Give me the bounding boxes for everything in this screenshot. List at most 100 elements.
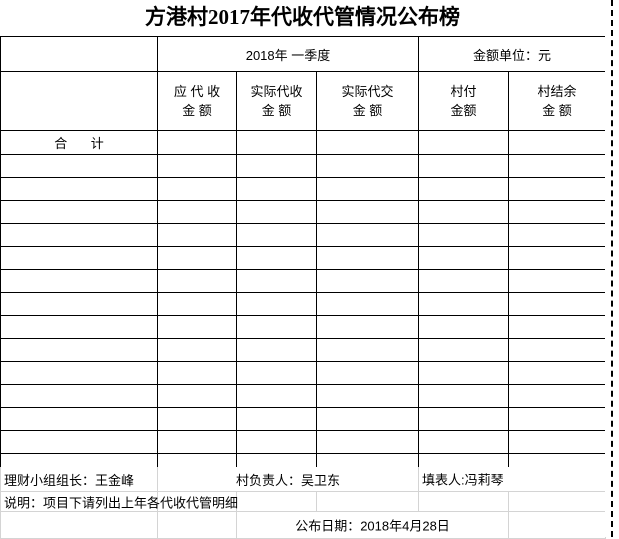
cell-actual-collected[interactable] bbox=[236, 154, 317, 178]
cell-receivable-amount[interactable] bbox=[157, 338, 237, 362]
cell-actual-paid[interactable] bbox=[316, 338, 419, 362]
cell-village-paid[interactable] bbox=[418, 154, 509, 178]
cell-actual-paid[interactable] bbox=[316, 154, 419, 178]
cell-actual-paid[interactable] bbox=[316, 430, 419, 454]
cell-receivable-amount[interactable] bbox=[157, 407, 237, 431]
cell-actual-paid[interactable] bbox=[316, 407, 419, 431]
header-receivable-amount-line1: 应 代 收 bbox=[173, 84, 221, 99]
cell-item[interactable] bbox=[0, 154, 158, 178]
cell-item[interactable] bbox=[0, 200, 158, 224]
cell-actual-paid[interactable] bbox=[316, 177, 419, 201]
cell-actual-collected[interactable] bbox=[236, 430, 317, 454]
total-village-paid[interactable] bbox=[418, 130, 509, 155]
finance-group-leader: 理财小组组长：王金峰 bbox=[0, 467, 158, 492]
cell-village-paid[interactable] bbox=[418, 200, 509, 224]
cell-actual-paid[interactable] bbox=[316, 384, 419, 408]
cell-village-paid[interactable] bbox=[418, 246, 509, 270]
cell-item[interactable] bbox=[0, 269, 158, 293]
cell-receivable-amount[interactable] bbox=[157, 384, 237, 408]
total-receivable-amount[interactable] bbox=[157, 130, 237, 155]
preparer-cell: 填表人:冯莉琴 bbox=[418, 467, 607, 492]
cell-receivable-amount[interactable] bbox=[157, 269, 237, 293]
cell-village-balance[interactable] bbox=[507, 223, 607, 247]
cell-village-balance[interactable] bbox=[507, 269, 607, 293]
cell-receivable-amount[interactable] bbox=[157, 315, 237, 339]
cell-village-balance[interactable] bbox=[507, 292, 607, 316]
cell-village-paid[interactable] bbox=[418, 315, 509, 339]
page-title: 方港村2017年代收代管情况公布榜 bbox=[145, 5, 460, 29]
total-actual-paid[interactable] bbox=[316, 130, 419, 155]
cell-receivable-amount[interactable] bbox=[157, 430, 237, 454]
cell-receivable-amount[interactable] bbox=[157, 292, 237, 316]
cell-village-balance[interactable] bbox=[507, 177, 607, 201]
cell-item[interactable] bbox=[0, 246, 158, 270]
footer-signature-row: 理财小组组长：王金峰 村负责人：吴卫东 填表人:冯莉琴 bbox=[0, 467, 607, 492]
cell-actual-collected[interactable] bbox=[236, 338, 317, 362]
date-filler-2 bbox=[157, 511, 237, 539]
cell-receivable-amount[interactable] bbox=[157, 223, 237, 247]
header-actual-collected-line2: 金 额 bbox=[261, 103, 292, 118]
cell-actual-paid[interactable] bbox=[316, 315, 419, 339]
cell-village-paid[interactable] bbox=[418, 407, 509, 431]
table-blank-rows bbox=[0, 154, 607, 477]
cell-actual-collected[interactable] bbox=[236, 315, 317, 339]
cell-village-balance[interactable] bbox=[507, 384, 607, 408]
table-row bbox=[0, 154, 607, 178]
cell-item[interactable] bbox=[0, 361, 158, 385]
cell-actual-paid[interactable] bbox=[316, 246, 419, 270]
cell-actual-collected[interactable] bbox=[236, 269, 317, 293]
cell-actual-paid[interactable] bbox=[316, 269, 419, 293]
table-row bbox=[0, 200, 607, 224]
cell-village-balance[interactable] bbox=[507, 315, 607, 339]
footer-date-row: 公布日期：2018年4月28日 bbox=[0, 511, 607, 539]
cell-item[interactable] bbox=[0, 338, 158, 362]
cell-village-balance[interactable] bbox=[507, 338, 607, 362]
cell-actual-paid[interactable] bbox=[316, 292, 419, 316]
cell-item[interactable] bbox=[0, 315, 158, 339]
cell-item[interactable] bbox=[0, 384, 158, 408]
table-row bbox=[0, 315, 607, 339]
cell-actual-collected[interactable] bbox=[236, 407, 317, 431]
cell-actual-collected[interactable] bbox=[236, 361, 317, 385]
total-actual-collected[interactable] bbox=[236, 130, 317, 155]
cell-village-paid[interactable] bbox=[418, 269, 509, 293]
cell-receivable-amount[interactable] bbox=[157, 246, 237, 270]
cell-village-paid[interactable] bbox=[418, 338, 509, 362]
cell-village-paid[interactable] bbox=[418, 223, 509, 247]
cell-actual-paid[interactable] bbox=[316, 200, 419, 224]
cell-receivable-amount[interactable] bbox=[157, 154, 237, 178]
cell-village-paid[interactable] bbox=[418, 292, 509, 316]
note-cell: 说明：项目下请列出上年各代收代管明细 bbox=[0, 491, 238, 512]
reporting-period: 2018年 一季度 bbox=[157, 36, 419, 72]
cell-village-balance[interactable] bbox=[507, 407, 607, 431]
cell-receivable-amount[interactable] bbox=[157, 200, 237, 224]
cell-village-balance[interactable] bbox=[507, 200, 607, 224]
cell-actual-collected[interactable] bbox=[236, 200, 317, 224]
cell-village-balance[interactable] bbox=[507, 430, 607, 454]
cell-actual-paid[interactable] bbox=[316, 361, 419, 385]
cell-item[interactable] bbox=[0, 430, 158, 454]
cell-receivable-amount[interactable] bbox=[157, 177, 237, 201]
cell-item[interactable] bbox=[0, 407, 158, 431]
cell-item[interactable] bbox=[0, 292, 158, 316]
table-header-row: 应 代 收 金 额 实际代收 金 额 实际代交 金 额 村付 金额 村结余 金 … bbox=[0, 71, 607, 131]
cell-village-paid[interactable] bbox=[418, 430, 509, 454]
cell-actual-paid[interactable] bbox=[316, 223, 419, 247]
cell-actual-collected[interactable] bbox=[236, 177, 317, 201]
cell-receivable-amount[interactable] bbox=[157, 361, 237, 385]
cell-actual-collected[interactable] bbox=[236, 223, 317, 247]
cell-village-balance[interactable] bbox=[507, 154, 607, 178]
cell-village-balance[interactable] bbox=[507, 246, 607, 270]
cell-village-balance[interactable] bbox=[507, 361, 607, 385]
cell-village-paid[interactable] bbox=[418, 361, 509, 385]
cell-actual-collected[interactable] bbox=[236, 246, 317, 270]
cell-item[interactable] bbox=[0, 177, 158, 201]
cell-village-paid[interactable] bbox=[418, 384, 509, 408]
cell-village-paid[interactable] bbox=[418, 177, 509, 201]
total-village-balance[interactable] bbox=[507, 130, 607, 155]
cell-actual-collected[interactable] bbox=[236, 292, 317, 316]
cell-actual-collected[interactable] bbox=[236, 384, 317, 408]
cell-item[interactable] bbox=[0, 223, 158, 247]
meta-blank-cell bbox=[0, 36, 158, 72]
table-row bbox=[0, 177, 607, 201]
